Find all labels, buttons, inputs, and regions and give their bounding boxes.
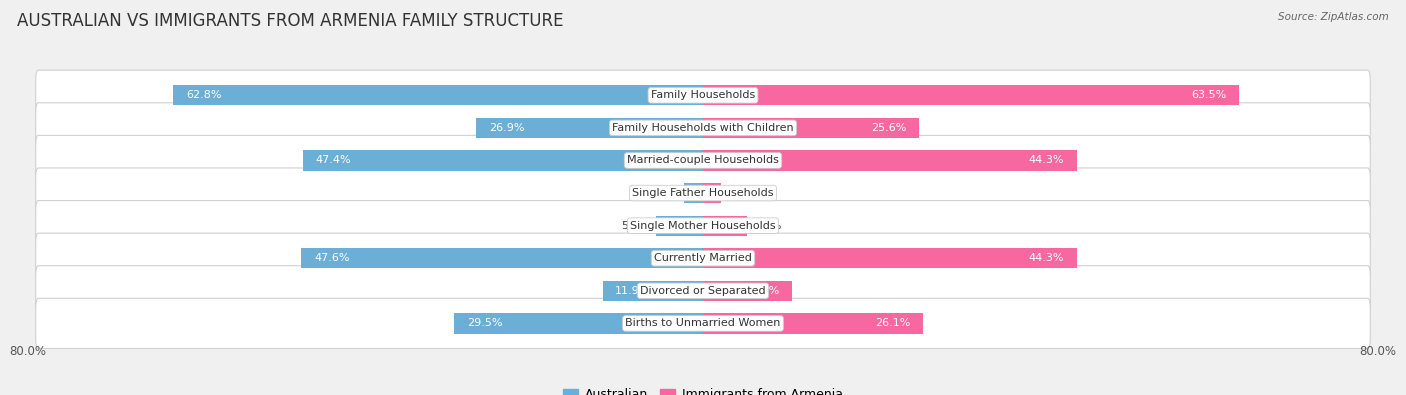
Text: 26.9%: 26.9% (489, 123, 524, 133)
Bar (655, 216, 703, 236)
FancyBboxPatch shape (35, 168, 1371, 218)
Text: AUSTRALIAN VS IMMIGRANTS FROM ARMENIA FAMILY STRUCTURE: AUSTRALIAN VS IMMIGRANTS FROM ARMENIA FA… (17, 12, 564, 30)
Bar (703, 85, 1239, 105)
Legend: Australian, Immigrants from Armenia: Australian, Immigrants from Armenia (558, 384, 848, 395)
Text: 2.2%: 2.2% (650, 188, 678, 198)
Text: 26.1%: 26.1% (875, 318, 911, 328)
Bar (454, 313, 703, 333)
Text: 29.5%: 29.5% (467, 318, 502, 328)
FancyBboxPatch shape (35, 135, 1371, 186)
Text: 63.5%: 63.5% (1191, 90, 1226, 100)
FancyBboxPatch shape (35, 70, 1371, 120)
Text: Single Mother Households: Single Mother Households (630, 221, 776, 231)
Text: 44.3%: 44.3% (1029, 253, 1064, 263)
Bar (703, 150, 1077, 171)
Bar (703, 248, 1077, 268)
Text: 62.8%: 62.8% (186, 90, 221, 100)
Text: 2.1%: 2.1% (727, 188, 756, 198)
Bar (685, 183, 703, 203)
Bar (173, 85, 703, 105)
Bar (477, 118, 703, 138)
Text: 5.2%: 5.2% (754, 221, 782, 231)
FancyBboxPatch shape (35, 233, 1371, 283)
Text: 5.6%: 5.6% (621, 221, 650, 231)
Text: Married-couple Households: Married-couple Households (627, 156, 779, 166)
Text: 47.6%: 47.6% (314, 253, 350, 263)
Text: Currently Married: Currently Married (654, 253, 752, 263)
Bar (703, 118, 920, 138)
Text: Family Households with Children: Family Households with Children (612, 123, 794, 133)
Text: Divorced or Separated: Divorced or Separated (640, 286, 766, 296)
Text: 44.3%: 44.3% (1029, 156, 1064, 166)
Text: 47.4%: 47.4% (316, 156, 352, 166)
FancyBboxPatch shape (35, 201, 1371, 251)
Bar (304, 150, 703, 171)
Text: 11.9%: 11.9% (616, 286, 651, 296)
Bar (703, 281, 793, 301)
Bar (301, 248, 703, 268)
Text: 25.6%: 25.6% (870, 123, 907, 133)
Bar (703, 183, 721, 203)
Text: Source: ZipAtlas.com: Source: ZipAtlas.com (1278, 12, 1389, 22)
Text: Family Households: Family Households (651, 90, 755, 100)
Text: 10.6%: 10.6% (745, 286, 780, 296)
Bar (703, 216, 747, 236)
Bar (603, 281, 703, 301)
FancyBboxPatch shape (35, 103, 1371, 153)
Text: Single Father Households: Single Father Households (633, 188, 773, 198)
FancyBboxPatch shape (35, 266, 1371, 316)
FancyBboxPatch shape (35, 298, 1371, 348)
Bar (703, 313, 924, 333)
Text: Births to Unmarried Women: Births to Unmarried Women (626, 318, 780, 328)
